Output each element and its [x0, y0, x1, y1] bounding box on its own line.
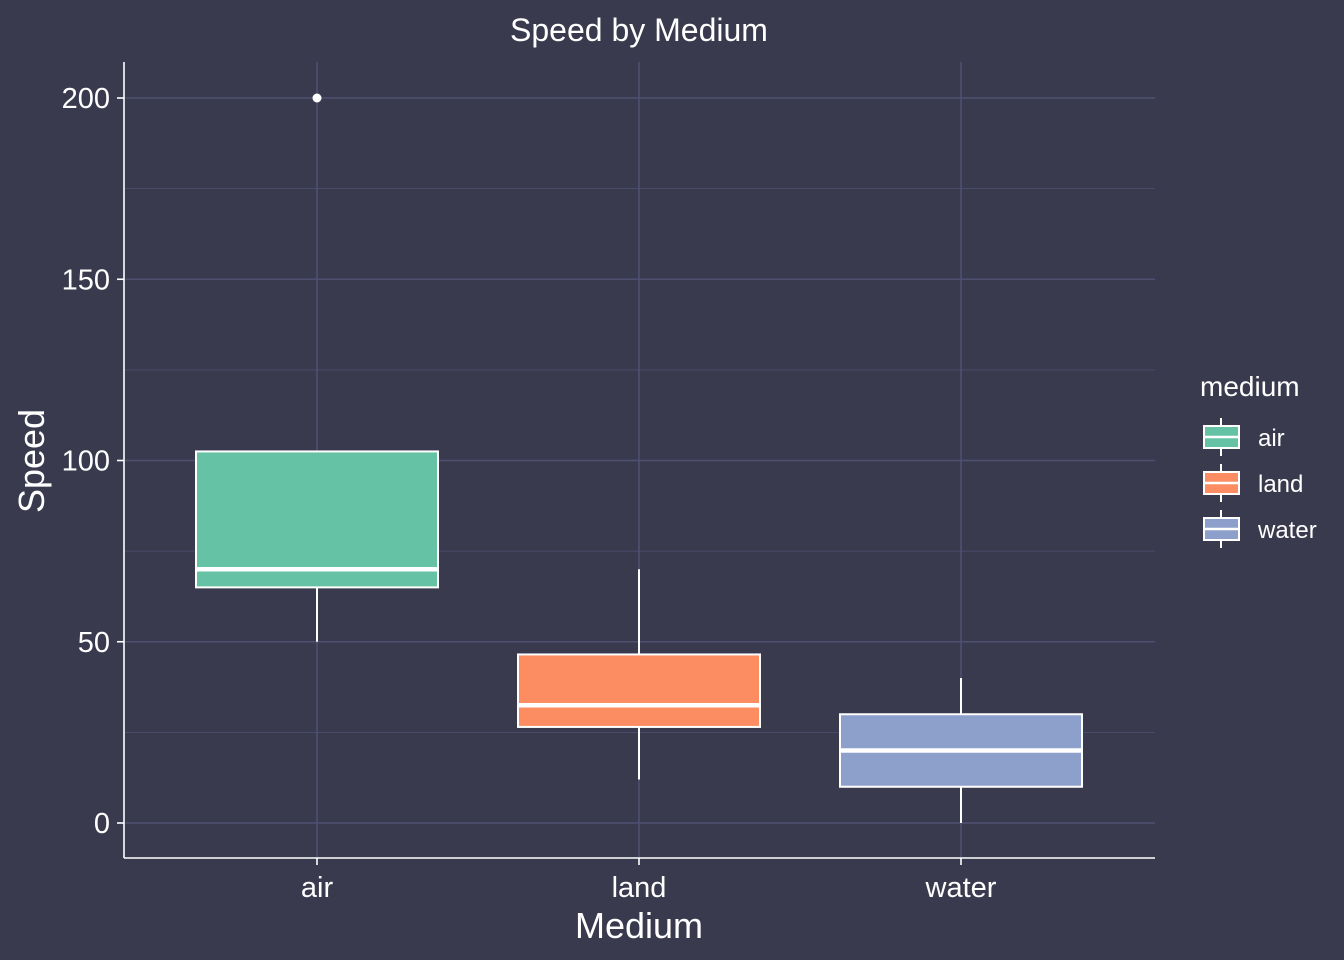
x-tick-label: land [612, 872, 667, 904]
legend-item-land: land [1203, 464, 1303, 502]
legend: medium air land water [1200, 371, 1317, 548]
y-tick-label: 50 [78, 627, 110, 659]
legend-item-air: air [1203, 418, 1285, 456]
chart-title: Speed by Medium [510, 12, 768, 48]
box-air [195, 93, 439, 642]
legend-label: water [1257, 517, 1317, 544]
x-tick-label: water [925, 872, 997, 904]
box-body [195, 450, 439, 589]
y-tick-label: 150 [62, 264, 110, 296]
x-tick-label: air [301, 872, 334, 904]
y-tick-label: 100 [62, 446, 110, 478]
axes: 0 50 100 150 200 air land water [62, 62, 1155, 904]
box-body [517, 653, 761, 728]
legend-label: land [1258, 471, 1303, 498]
legend-item-water: water [1203, 510, 1317, 548]
box-water [839, 678, 1083, 823]
x-axis-title: Medium [575, 905, 703, 946]
boxes [195, 93, 1083, 823]
box-land [517, 569, 761, 780]
y-tick-label: 200 [62, 83, 110, 115]
y-axis-title: Speed [11, 409, 52, 513]
legend-title: medium [1200, 371, 1300, 402]
y-tick-label: 0 [94, 808, 110, 840]
outlier-point [312, 93, 322, 103]
legend-label: air [1258, 425, 1285, 452]
